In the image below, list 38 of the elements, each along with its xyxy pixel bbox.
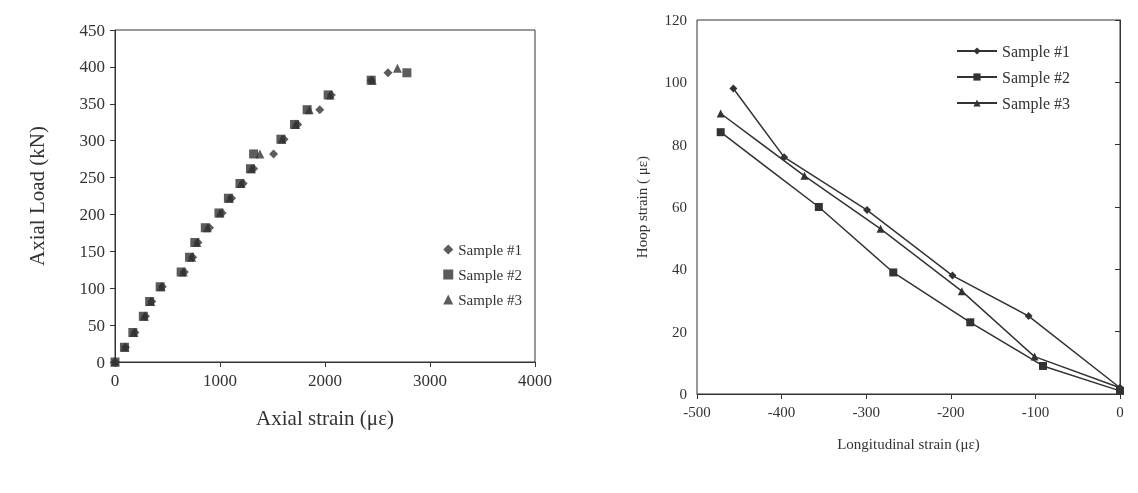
legend-label: Sample #1 [1002, 42, 1071, 61]
x-tick-label: -500 [683, 403, 711, 420]
x-tick-label: -300 [852, 403, 880, 420]
y-tick-label: 100 [664, 74, 687, 91]
legend-label: Sample #1 [458, 241, 523, 258]
y-axis-title: Axial Load (kN) [24, 126, 49, 266]
x-axis-title: Axial strain (με) [256, 405, 394, 430]
legend-label: Sample #3 [1002, 94, 1071, 113]
x-tick-label: -400 [767, 403, 796, 420]
y-tick-label: 400 [79, 57, 105, 77]
y-tick-label: 0 [96, 352, 105, 372]
x-tick-label: 0 [1116, 403, 1124, 420]
y-tick-label: 450 [79, 20, 105, 40]
legend-label: Sample #2 [458, 266, 523, 283]
y-tick-label: 100 [79, 278, 105, 298]
y-tick-label: 300 [79, 131, 105, 151]
legend-label: Sample #3 [458, 291, 523, 308]
y-tick-label: 150 [79, 241, 105, 261]
legend-label: Sample #2 [1002, 68, 1071, 87]
y-tick-label: 60 [672, 199, 687, 215]
y-tick-label: 20 [672, 323, 687, 340]
y-tick-label: 0 [679, 386, 687, 402]
y-tick-label: 250 [79, 168, 105, 188]
x-tick-label: 0 [110, 371, 120, 390]
x-tick-label: -200 [937, 403, 965, 420]
x-tick-label: 4000 [518, 371, 552, 390]
y-tick-label: 200 [79, 204, 105, 224]
y-tick-label: 40 [672, 261, 687, 278]
y-tick-label: 50 [88, 315, 105, 335]
y-axis-title: Hoop strain ( με) [633, 155, 651, 259]
x-tick-label: 1000 [203, 371, 237, 390]
y-tick-label: 120 [664, 12, 687, 28]
y-tick-label: 80 [672, 136, 687, 153]
x-tick-label: 2000 [308, 371, 342, 390]
x-tick-label: 3000 [413, 371, 447, 390]
y-tick-label: 350 [79, 94, 105, 114]
x-tick-label: -100 [1021, 403, 1050, 420]
x-axis-title: Longitudinal strain (με) [837, 435, 980, 453]
